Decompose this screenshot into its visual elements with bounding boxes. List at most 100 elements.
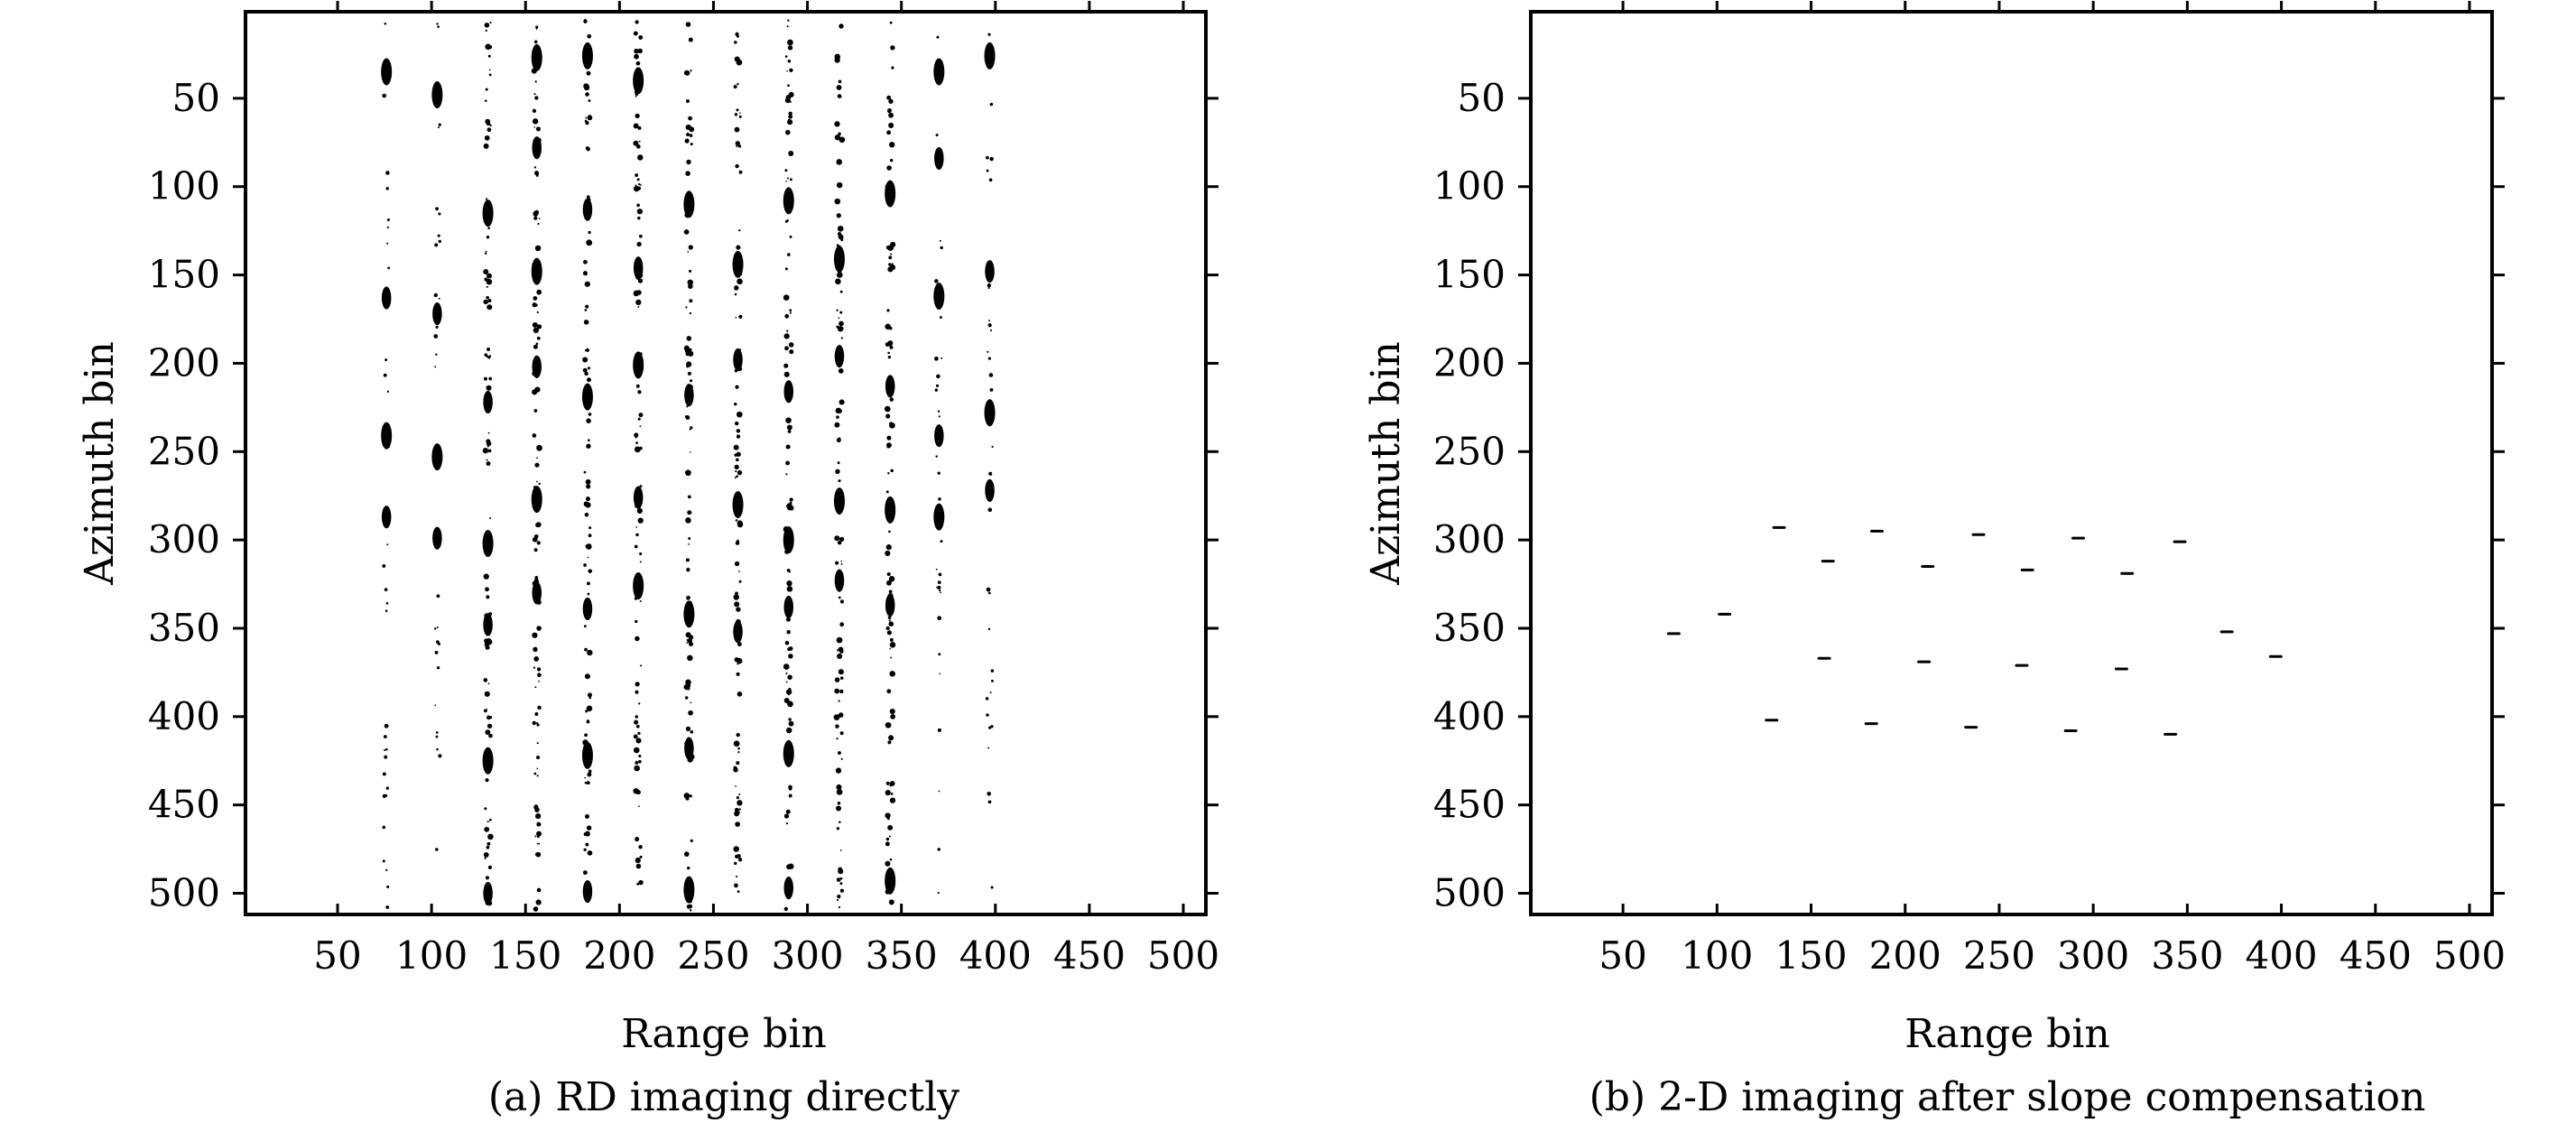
scatter-blob bbox=[985, 478, 995, 502]
speckle-point bbox=[533, 906, 539, 912]
speckle-point bbox=[736, 657, 743, 664]
speckle-point bbox=[485, 29, 487, 32]
speckle-point bbox=[835, 469, 840, 475]
speckle-point bbox=[486, 278, 493, 285]
scatter-blob bbox=[432, 302, 442, 326]
speckle-point bbox=[583, 563, 587, 567]
panel-a-axes: 50 100 150 200 250 300 350 400 450 500 50 100 150 200… bbox=[148, 1, 1219, 978]
speckle-point bbox=[686, 126, 690, 130]
speckle-point bbox=[787, 253, 791, 256]
speckle-point bbox=[885, 781, 890, 785]
scatter-blob bbox=[531, 257, 542, 285]
range-column bbox=[531, 25, 542, 912]
speckle-point bbox=[889, 21, 893, 24]
speckle-point bbox=[588, 526, 592, 530]
speckle-point bbox=[836, 85, 842, 90]
speckle-point bbox=[587, 377, 591, 383]
speckle-point bbox=[940, 591, 941, 594]
speckle-point bbox=[584, 309, 588, 311]
speckle-point bbox=[787, 19, 790, 22]
speckle-point bbox=[785, 473, 788, 476]
speckle-point bbox=[937, 580, 941, 584]
speckle-point bbox=[786, 177, 790, 180]
speckle-point bbox=[734, 285, 739, 291]
speckle-point bbox=[887, 266, 894, 273]
speckle-point bbox=[433, 292, 438, 298]
speckle-point bbox=[637, 278, 644, 283]
speckle-point bbox=[788, 111, 792, 116]
speckle-point bbox=[686, 904, 691, 909]
speckle-point bbox=[940, 316, 942, 319]
speckle-point bbox=[483, 299, 488, 305]
speckle-point bbox=[889, 858, 893, 861]
speckle-point bbox=[990, 886, 994, 889]
speckle-point bbox=[734, 477, 737, 479]
speckle-point bbox=[633, 140, 639, 146]
speckle-point bbox=[533, 409, 538, 413]
speckle-point bbox=[835, 278, 841, 285]
speckle-point bbox=[783, 333, 790, 339]
speckle-point bbox=[687, 866, 690, 870]
speckle-point bbox=[584, 733, 588, 738]
speckle-point bbox=[637, 417, 641, 421]
x-tick-label: 100 bbox=[1681, 933, 1753, 978]
speckle-point bbox=[734, 861, 737, 866]
speckle-point bbox=[885, 790, 891, 796]
speckle-point bbox=[785, 727, 792, 734]
x-tick-label: 450 bbox=[1053, 933, 1126, 978]
speckle-point bbox=[788, 720, 794, 727]
speckle-point bbox=[738, 571, 740, 572]
speckle-point bbox=[834, 422, 840, 428]
speckle-point bbox=[839, 877, 843, 880]
speckle-point bbox=[935, 568, 938, 571]
speckle-point bbox=[386, 390, 390, 393]
speckle-point bbox=[434, 704, 437, 707]
speckle-point bbox=[834, 677, 840, 682]
speckle-point bbox=[486, 273, 492, 279]
scatter-blob bbox=[833, 245, 845, 273]
speckle-point bbox=[737, 890, 740, 893]
speckle-point bbox=[888, 899, 894, 905]
speckle-point bbox=[834, 53, 841, 60]
speckle-point bbox=[486, 708, 488, 710]
speckle-point bbox=[785, 689, 792, 695]
speckle-point bbox=[637, 517, 644, 524]
speckle-point bbox=[535, 342, 539, 346]
speckle-point bbox=[436, 23, 439, 25]
speckle-point bbox=[636, 209, 644, 215]
speckle-point bbox=[385, 187, 389, 190]
speckle-point bbox=[840, 560, 843, 562]
x-tick-label: 200 bbox=[1869, 933, 1941, 978]
speckle-point bbox=[536, 457, 538, 459]
speckle-point bbox=[635, 715, 638, 719]
speckle-point bbox=[836, 784, 842, 791]
speckle-point bbox=[533, 656, 540, 662]
speckle-point bbox=[635, 173, 639, 178]
speckle-point bbox=[487, 449, 492, 453]
speckle-point bbox=[635, 761, 639, 765]
speckle-point bbox=[888, 735, 894, 741]
speckle-point bbox=[583, 84, 590, 91]
speckle-point bbox=[837, 94, 842, 98]
speckle-point bbox=[635, 299, 642, 306]
speckle-point bbox=[637, 731, 641, 736]
speckle-point bbox=[683, 229, 690, 235]
speckle-point bbox=[690, 426, 693, 430]
speckle-point bbox=[785, 809, 791, 814]
scatter-blob bbox=[783, 739, 794, 767]
speckle-point bbox=[737, 747, 740, 750]
scatter-blob bbox=[683, 600, 695, 628]
speckle-point bbox=[487, 54, 491, 58]
scatter-blob bbox=[633, 572, 644, 600]
speckle-point bbox=[686, 639, 689, 641]
speckle-point bbox=[787, 39, 793, 46]
speckle-point bbox=[837, 801, 841, 805]
speckle-point bbox=[940, 246, 943, 250]
speckle-point bbox=[435, 353, 438, 356]
speckle-point bbox=[436, 640, 440, 644]
scatter-blob bbox=[483, 390, 493, 414]
y-tick-label: 400 bbox=[148, 694, 220, 738]
speckle-point bbox=[533, 646, 538, 653]
speckle-point bbox=[438, 212, 441, 216]
speckle-point bbox=[382, 772, 386, 776]
